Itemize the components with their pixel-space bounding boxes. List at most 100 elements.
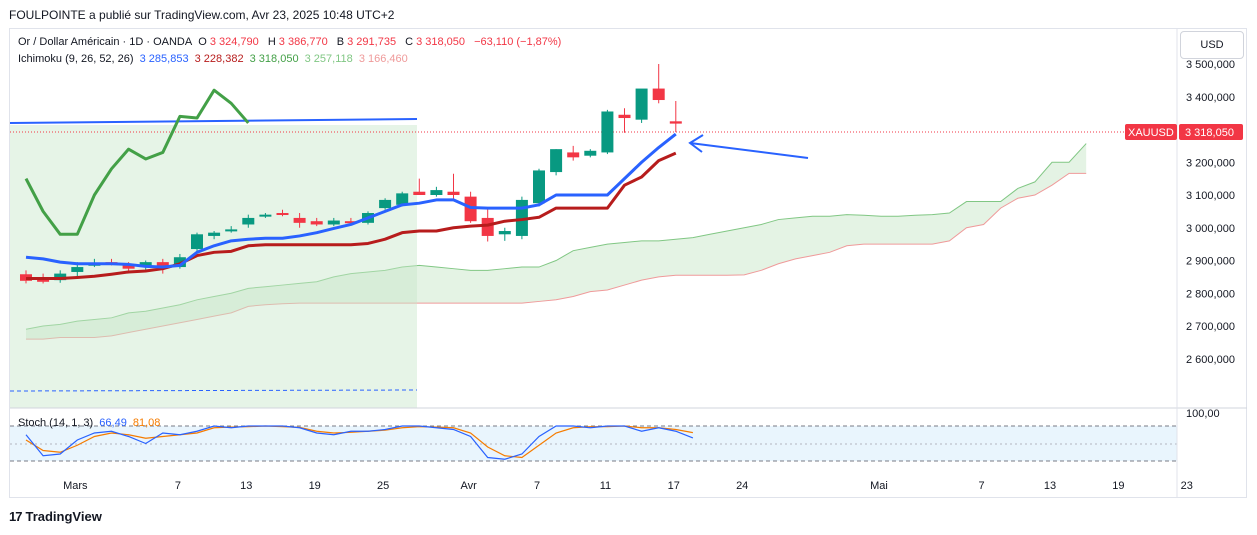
candle-body — [584, 150, 597, 156]
arrow-shaft — [689, 142, 809, 159]
candle — [618, 108, 631, 133]
candle — [310, 217, 323, 227]
arrow-annotation — [688, 134, 809, 159]
candle-body — [122, 265, 135, 269]
ichimoku-legend: Ichimoku (9, 26, 52, 26) 3 285,853 3 228… — [18, 53, 411, 65]
x-tick-label: 11 — [600, 480, 611, 492]
candle-body — [379, 199, 392, 209]
candle-body — [310, 221, 323, 225]
dashed-support-line — [9, 389, 418, 392]
low-label: B — [336, 36, 345, 48]
candle — [54, 270, 67, 283]
x-tick-label: Avr — [460, 480, 477, 492]
candle-body — [669, 121, 682, 124]
candle-body — [396, 193, 409, 205]
x-tick-label: Mars — [63, 480, 88, 492]
candle — [669, 101, 682, 133]
x-tick-label: 19 — [1112, 480, 1124, 492]
x-tick-label: 17 — [668, 480, 680, 492]
y-tick-label: 2 700,000 — [1186, 321, 1235, 333]
candle-body — [54, 273, 67, 281]
candle — [635, 88, 648, 123]
y-tick-label: 3 200,000 — [1186, 157, 1235, 169]
ichimoku-span-a-value: 3 257,118 — [304, 53, 353, 65]
x-tick-label: 25 — [377, 480, 389, 492]
candle — [584, 149, 597, 158]
candle-body — [567, 152, 580, 158]
high-value: 3 386,770 — [278, 36, 328, 48]
x-tick-label: 24 — [736, 480, 748, 492]
y-tick-label: 3 500,000 — [1186, 59, 1235, 71]
candle — [276, 209, 289, 217]
ichimoku-lines — [24, 88, 677, 281]
tradingview-brand: TradingView — [25, 509, 102, 524]
publisher-bar: FOULPOINTE a publié sur TradingView.com,… — [0, 0, 1257, 28]
chart-frame — [9, 28, 1247, 498]
ichimoku-cloud — [25, 143, 1087, 340]
candle-body — [447, 191, 460, 195]
tradingview-footer[interactable]: 17 TradingView — [9, 509, 102, 524]
candle — [242, 214, 255, 228]
x-tick-label: 13 — [240, 480, 252, 492]
candle — [413, 178, 426, 195]
candle-body — [344, 221, 357, 224]
x-tick-label: 23 — [1181, 480, 1193, 492]
stoch-legend: Stoch (14, 1, 3) 66,49 81,08 — [18, 417, 163, 429]
price-tag-symbol-bg — [1125, 124, 1177, 140]
candle-body — [430, 190, 443, 195]
open-value: 3 324,790 — [209, 36, 259, 48]
chikou-span — [24, 88, 250, 236]
candle — [430, 186, 443, 197]
ichimoku-chikou-value: 3 318,050 — [249, 53, 299, 65]
tenkan-sen — [25, 132, 677, 269]
senkou-span-a — [25, 143, 1087, 330]
candle-body — [208, 232, 221, 236]
ichimoku-kijun-value: 3 228,382 — [194, 53, 244, 65]
publisher-text: FOULPOINTE a publié sur TradingView.com,… — [9, 8, 395, 22]
low-value: 3 291,735 — [347, 36, 397, 48]
candle-body — [293, 217, 306, 223]
price-tag-symbol: XAUUSD — [1128, 127, 1174, 139]
x-tick-label: 7 — [534, 480, 540, 492]
stochastic-lines — [25, 425, 694, 460]
close-label: C — [405, 36, 414, 48]
candle-body — [327, 220, 340, 225]
ichimoku-span-b-value: 3 166,460 — [358, 53, 408, 65]
y-tick-label: 3 100,000 — [1186, 190, 1235, 202]
candle — [550, 149, 563, 176]
tradingview-logo-icon: 17 — [9, 509, 23, 524]
candle-body — [71, 267, 84, 272]
candle — [259, 213, 272, 218]
candle — [327, 217, 340, 227]
chikou-shade — [10, 125, 417, 408]
candle — [225, 226, 238, 233]
candle — [293, 213, 306, 228]
candle — [567, 145, 580, 161]
x-tick-label: 7 — [175, 480, 181, 492]
candle-body — [652, 88, 665, 101]
stoch-band — [10, 426, 1177, 461]
price-tag: XAUUSD 3 318,050 — [1125, 124, 1243, 140]
x-tick-label: 7 — [979, 480, 985, 492]
stoch-k-value: 66,49 — [99, 417, 127, 429]
x-tick-label: Mai — [870, 480, 888, 492]
kijun-sen — [26, 151, 677, 281]
y-tick-label: 2 900,000 — [1186, 256, 1235, 268]
candle-body — [276, 213, 289, 216]
currency-button[interactable]: USD — [1180, 31, 1244, 59]
high-label: H — [267, 36, 276, 48]
candle — [498, 227, 511, 241]
stoch-k-line — [25, 425, 694, 460]
y-tick-label: 3 400,000 — [1186, 92, 1235, 104]
candle-body — [225, 229, 238, 232]
candle-body — [635, 88, 648, 120]
ichimoku-tenkan-value: 3 285,853 — [139, 53, 189, 65]
candle-body — [618, 114, 631, 119]
y-tick-label: 2 800,000 — [1186, 288, 1235, 300]
price-tag-value: 3 318,050 — [1185, 127, 1234, 139]
instrument-name: Or / Dollar Américain · 1D · OANDA — [18, 36, 193, 48]
time-scale: Mars7131925Avr7111724Mai7131923Juin — [63, 480, 1193, 492]
candle-body — [242, 217, 255, 225]
